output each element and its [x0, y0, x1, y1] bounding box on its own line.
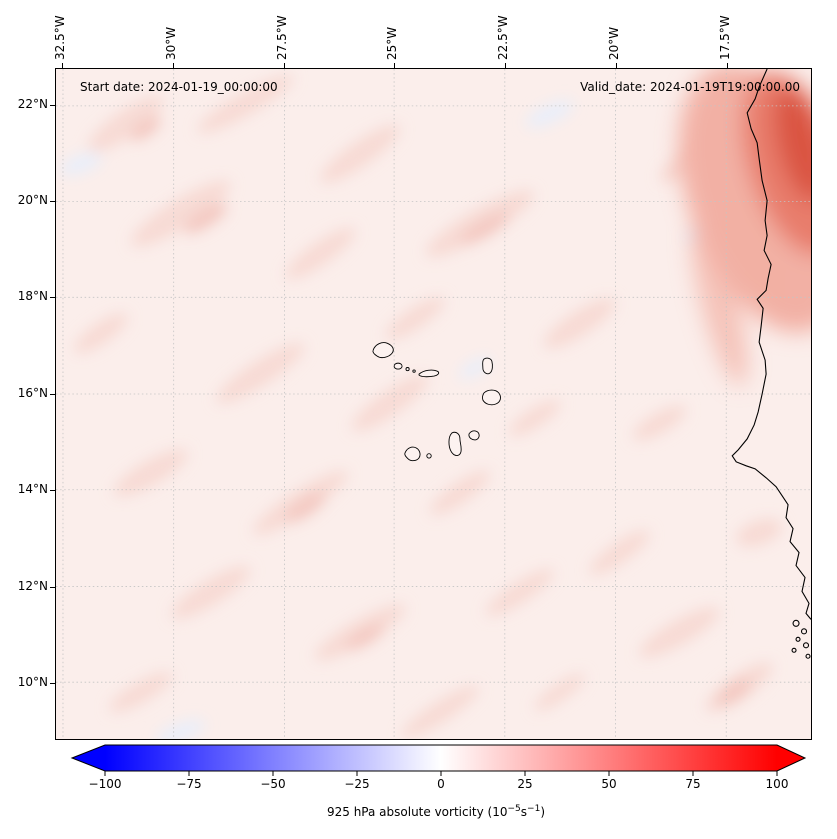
y-tick-label: 22°N: [17, 97, 48, 111]
colorbar: [70, 744, 807, 776]
y-tick-mark: [50, 201, 55, 202]
colorbar-label-part: −5: [507, 804, 521, 814]
colorbar-label-part: s: [520, 805, 528, 819]
x-tick-label: 25°W: [385, 26, 399, 60]
y-tick-label: 16°N: [17, 386, 48, 400]
y-tick-label: 10°N: [17, 675, 48, 689]
colorbar-gradient: [105, 745, 777, 771]
x-tick-label: 32.5°W: [53, 15, 67, 60]
y-tick-mark: [50, 587, 55, 588]
colorbar-tick-label: 75: [685, 777, 701, 791]
vorticity-field: [60, 69, 811, 739]
x-tick-label: 22.5°W: [496, 15, 510, 60]
cape-verde-islands: [372, 342, 501, 462]
y-tick-mark: [50, 394, 55, 395]
x-tick-label: 20°W: [607, 26, 621, 60]
x-tick-label: 17.5°W: [718, 15, 732, 60]
x-tick-label: 30°W: [164, 26, 178, 60]
colorbar-tick-label: 100: [765, 777, 789, 791]
colorbar-tick-label: −100: [88, 777, 122, 791]
y-tick-label: 18°N: [17, 289, 48, 303]
x-tick-mark: [616, 63, 617, 68]
colorbar-tick-label: 50: [601, 777, 617, 791]
coastline: [731, 69, 811, 659]
y-tick-mark: [50, 297, 55, 298]
x-tick-mark: [727, 63, 728, 68]
y-tick-label: 20°N: [17, 193, 48, 207]
x-tick-mark: [173, 63, 174, 68]
y-tick-mark: [50, 490, 55, 491]
y-tick-mark: [50, 105, 55, 106]
y-tick-label: 14°N: [17, 482, 48, 496]
x-tick-mark: [62, 63, 63, 68]
valid-date-label: Valid_date: 2024-01-19T19:00:00.00: [580, 80, 800, 94]
x-tick-mark: [394, 63, 395, 68]
colorbar-label: 925 hPa absolute vorticity (10−5s−1): [60, 804, 812, 819]
y-tick-label: 12°N: [17, 579, 48, 593]
x-tick-mark: [284, 63, 285, 68]
colorbar-tick-label: −75: [176, 777, 202, 791]
map-svg: [56, 69, 811, 739]
start-date-label: Start date: 2024-01-19_00:00:00: [80, 80, 278, 94]
x-tick-mark: [505, 63, 506, 68]
x-tick-label: 27.5°W: [275, 15, 289, 60]
colorbar-tick-label: 0: [437, 777, 445, 791]
colorbar-label-part: −1: [527, 804, 541, 814]
colorbar-tick-label: 25: [517, 777, 533, 791]
colorbar-tick-label: −50: [260, 777, 286, 791]
colorbar-tick-marks: [104, 771, 778, 776]
graticule: [56, 69, 811, 739]
colorbar-left-arrow: [72, 745, 105, 771]
y-tick-mark: [50, 683, 55, 684]
colorbar-label-part: 925 hPa absolute vorticity (10: [326, 805, 508, 819]
map-plot: Start date: 2024-01-19_00:00:00 Valid_da…: [55, 68, 812, 740]
colorbar-label-part: ): [540, 805, 546, 819]
colorbar-tick-label: −25: [344, 777, 370, 791]
colorbar-right-arrow: [777, 745, 805, 771]
